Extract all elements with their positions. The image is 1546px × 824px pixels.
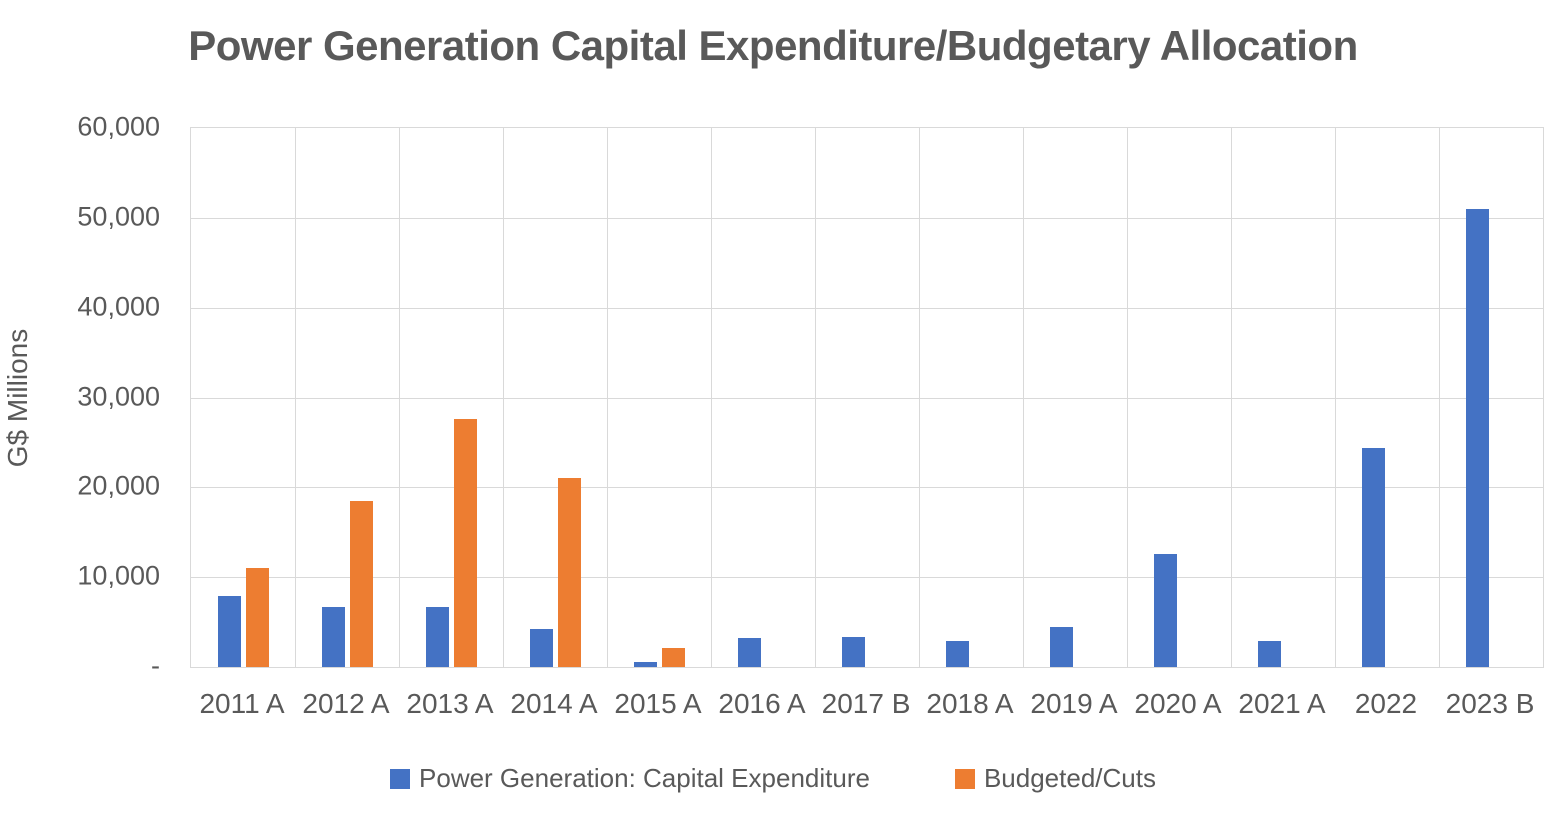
- bar-2019-a: [1049, 627, 1073, 667]
- plot-area: [190, 127, 1544, 668]
- gridline-vertical: [1231, 128, 1232, 667]
- gridline-vertical: [815, 128, 816, 667]
- gridline-vertical: [607, 128, 608, 667]
- x-tick-label: 2012 A: [302, 688, 390, 719]
- x-tick-label: 2020 A: [1134, 688, 1222, 719]
- bar-2017-b: [841, 637, 865, 667]
- legend-item: Budgeted/Cuts: [954, 763, 1156, 794]
- bar-group-2015-a: [607, 128, 711, 667]
- legend-label: Power Generation: Capital Expenditure: [419, 763, 870, 793]
- bar-group-2011-a: [191, 128, 295, 667]
- bar-2015-a: [633, 661, 657, 667]
- gridline-vertical: [503, 128, 504, 667]
- y-tick-label: 10,000: [77, 560, 160, 591]
- bar-2011-a: [245, 568, 269, 667]
- x-tick-label: 2013 A: [406, 688, 494, 719]
- gridline-horizontal: [191, 307, 1543, 309]
- bar-2014-a: [557, 478, 581, 667]
- bar-group-2014-a: [503, 128, 607, 667]
- bar-2012-a: [349, 500, 373, 667]
- bar-group-2012-a: [295, 128, 399, 667]
- bar-group-2021-a: [1231, 128, 1335, 667]
- x-tick-label: 2014 A: [510, 688, 598, 719]
- bar-2013-a: [425, 606, 449, 667]
- bar-group-2017-b: [815, 128, 919, 667]
- y-tick-label: 50,000: [77, 201, 160, 232]
- gridline-vertical: [1335, 128, 1336, 667]
- bar-2016-a: [737, 638, 761, 667]
- bar-2023-b: [1465, 208, 1489, 667]
- legend-item: Power Generation: Capital Expenditure: [390, 763, 870, 794]
- y-tick-label: 30,000: [77, 381, 160, 411]
- x-tick-label: 2017 B: [821, 688, 911, 719]
- bar-2021-a: [1257, 640, 1281, 667]
- y-tick-label: 20,000: [77, 470, 160, 501]
- x-tick-label: 2019 A: [1030, 688, 1118, 719]
- bar-2022: [1361, 447, 1385, 667]
- gridline-vertical: [919, 128, 920, 667]
- x-tick-label: 2022: [1354, 688, 1418, 719]
- chart-title: Power Generation Capital Expenditure/Bud…: [188, 22, 1358, 69]
- bar-2018-a: [945, 640, 969, 667]
- bar-group-2022: [1335, 128, 1439, 667]
- gridline-vertical: [295, 128, 296, 667]
- bar-2020-a: [1153, 553, 1177, 667]
- gridline-vertical: [1127, 128, 1128, 667]
- legend: Power Generation: Capital Expenditure Bud…: [0, 763, 1546, 794]
- gridline-vertical: [399, 128, 400, 667]
- gridline-horizontal: [191, 487, 1543, 489]
- gridline-horizontal: [191, 397, 1543, 399]
- bar-group-2016-a: [711, 128, 815, 667]
- gridline-vertical: [1023, 128, 1024, 667]
- y-tick-label: 60,000: [77, 111, 160, 142]
- x-tick-label: 2016 A: [718, 688, 806, 719]
- bar-group-2020-a: [1127, 128, 1231, 667]
- y-tick-label: -: [151, 650, 160, 681]
- x-tick-label: 2011 A: [199, 688, 285, 719]
- bar-group-2019-a: [1023, 128, 1127, 667]
- legend-label: Budgeted/Cuts: [983, 763, 1156, 793]
- gridline-horizontal: [191, 217, 1543, 219]
- x-tick-label: 2018 A: [926, 688, 1014, 719]
- gridline-vertical: [1439, 128, 1440, 667]
- bar-group-2013-a: [399, 128, 503, 667]
- gridline-horizontal: [191, 577, 1543, 579]
- bar-group-2018-a: [919, 128, 1023, 667]
- bar-group-2023-b: [1439, 128, 1543, 667]
- legend-swatch-icon: [954, 768, 975, 789]
- bar-2012-a: [321, 606, 345, 667]
- bar-2014-a: [529, 629, 553, 667]
- y-tick-label: 40,000: [77, 291, 160, 322]
- legend-swatch-icon: [390, 768, 411, 789]
- x-tick-label: 2015 A: [614, 688, 702, 719]
- bar-2015-a: [661, 648, 685, 667]
- bar-2013-a: [453, 419, 477, 667]
- bar-2011-a: [217, 596, 241, 667]
- x-tick-label: 2021 A: [1238, 688, 1326, 719]
- gridline-vertical: [711, 128, 712, 667]
- x-tick-label: 2023 B: [1445, 688, 1535, 719]
